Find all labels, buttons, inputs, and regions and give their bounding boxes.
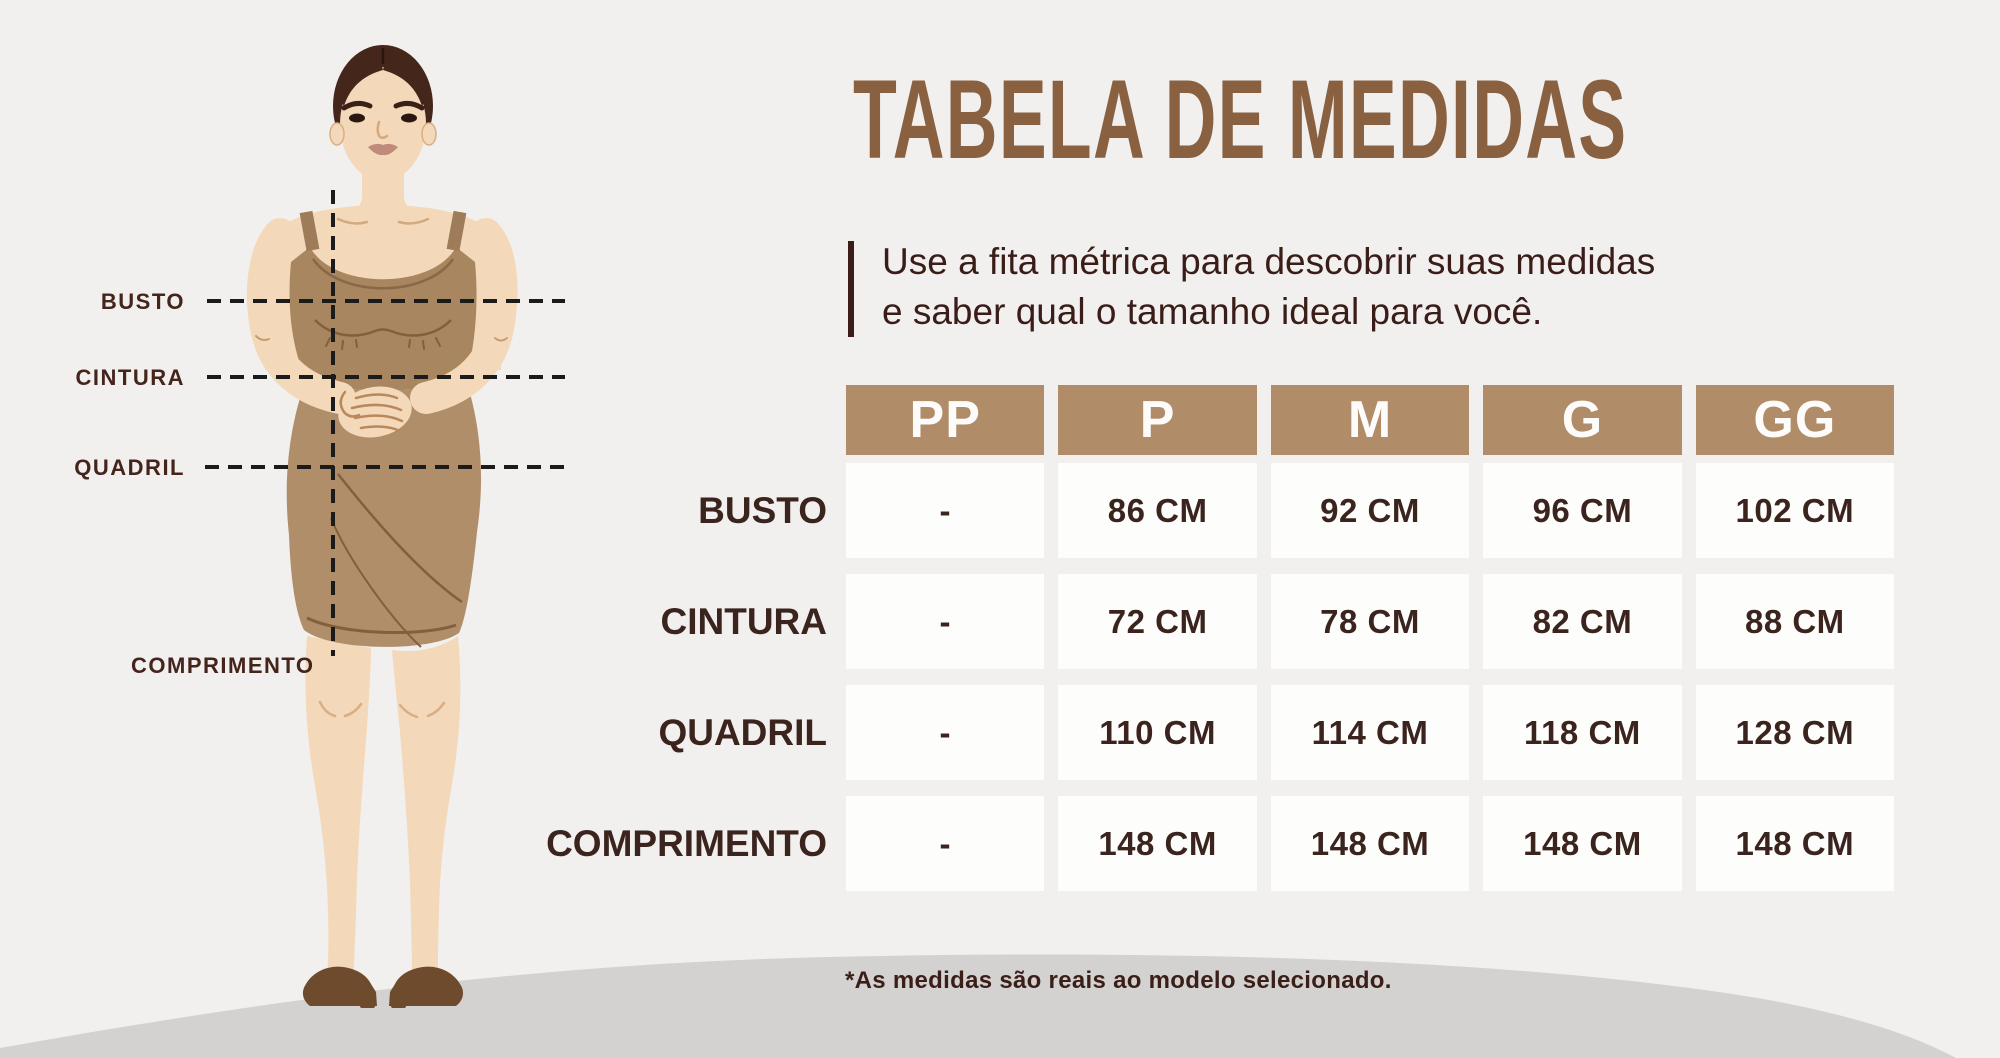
subtitle: Use a fita métrica para descobrir suas m… bbox=[882, 237, 1655, 337]
size-header-g: G bbox=[1483, 385, 1682, 455]
size-header-pp: PP bbox=[846, 385, 1045, 455]
figure-label-bust: BUSTO bbox=[100, 289, 185, 314]
cell-hip-m: 114 CM bbox=[1270, 685, 1470, 780]
table-row-label-length: COMPRIMENTO bbox=[546, 823, 827, 864]
cell-waist-p: 72 CM bbox=[1058, 574, 1257, 669]
cell-waist-m: 78 CM bbox=[1270, 574, 1470, 669]
figure-arms bbox=[246, 218, 518, 414]
page-title: TABELA DE MEDIDAS bbox=[853, 57, 1628, 182]
cell-waist-gg: 88 CM bbox=[1695, 574, 1895, 669]
cell-bust-g: 96 CM bbox=[1483, 463, 1682, 558]
figure-label-waist: CINTURA bbox=[75, 365, 185, 390]
cell-bust-p: 86 CM bbox=[1058, 463, 1257, 558]
size-header-row: PP P M G GG bbox=[846, 385, 1895, 455]
knee-lines bbox=[318, 700, 446, 719]
shoes bbox=[302, 966, 464, 1008]
cell-length-g: 148 CM bbox=[1483, 796, 1682, 891]
cell-hip-p: 110 CM bbox=[1058, 685, 1257, 780]
figure-legs bbox=[305, 636, 461, 980]
cell-waist-g: 82 CM bbox=[1483, 574, 1682, 669]
ground-shape bbox=[0, 954, 1956, 1058]
cell-bust-pp: - bbox=[846, 463, 1045, 558]
eyes bbox=[349, 113, 417, 123]
figure-label-length: COMPRIMENTO bbox=[131, 653, 315, 678]
size-table: PP P M G GG - 86 CM 92 CM 96 CM 102 CM -… bbox=[846, 385, 1895, 907]
footnote: *As medidas são reais ao modelo selecion… bbox=[845, 967, 1392, 994]
measure-lines bbox=[205, 190, 565, 656]
figure-label-hip: QUADRIL bbox=[74, 455, 185, 480]
eyebrows bbox=[341, 100, 425, 111]
table-row-length: - 148 CM 148 CM 148 CM 148 CM bbox=[846, 796, 1895, 891]
size-header-gg: GG bbox=[1695, 385, 1895, 455]
table-row-label-waist: CINTURA bbox=[660, 601, 827, 642]
cell-hip-g: 118 CM bbox=[1483, 685, 1682, 780]
cell-bust-gg: 102 CM bbox=[1695, 463, 1895, 558]
cell-length-pp: - bbox=[846, 796, 1045, 891]
cell-hip-pp: - bbox=[846, 685, 1045, 780]
table-row-label-hip: QUADRIL bbox=[658, 712, 827, 753]
cell-length-gg: 148 CM bbox=[1695, 796, 1895, 891]
table-row-label-bust: BUSTO bbox=[698, 490, 827, 531]
subtitle-line-2: e saber qual o tamanho ideal para você. bbox=[882, 291, 1543, 332]
cell-length-p: 148 CM bbox=[1058, 796, 1257, 891]
subtitle-accent-bar bbox=[848, 241, 854, 337]
elbow-lines bbox=[255, 335, 508, 342]
dress bbox=[286, 210, 482, 648]
cell-length-m: 148 CM bbox=[1270, 796, 1470, 891]
collarbone-lines bbox=[336, 217, 430, 225]
lips bbox=[368, 143, 398, 156]
cell-bust-m: 92 CM bbox=[1270, 463, 1470, 558]
table-row-bust: - 86 CM 92 CM 96 CM 102 CM bbox=[846, 463, 1895, 558]
hands bbox=[338, 386, 412, 438]
size-header-m: M bbox=[1270, 385, 1470, 455]
cell-waist-pp: - bbox=[846, 574, 1045, 669]
nose bbox=[376, 120, 389, 140]
cell-hip-gg: 128 CM bbox=[1695, 685, 1895, 780]
figure-head bbox=[329, 45, 437, 218]
size-header-p: P bbox=[1058, 385, 1257, 455]
table-row-waist: - 72 CM 78 CM 82 CM 88 CM bbox=[846, 574, 1895, 669]
subtitle-line-1: Use a fita métrica para descobrir suas m… bbox=[882, 241, 1656, 282]
table-row-hip: - 110 CM 114 CM 118 CM 128 CM bbox=[846, 685, 1895, 780]
